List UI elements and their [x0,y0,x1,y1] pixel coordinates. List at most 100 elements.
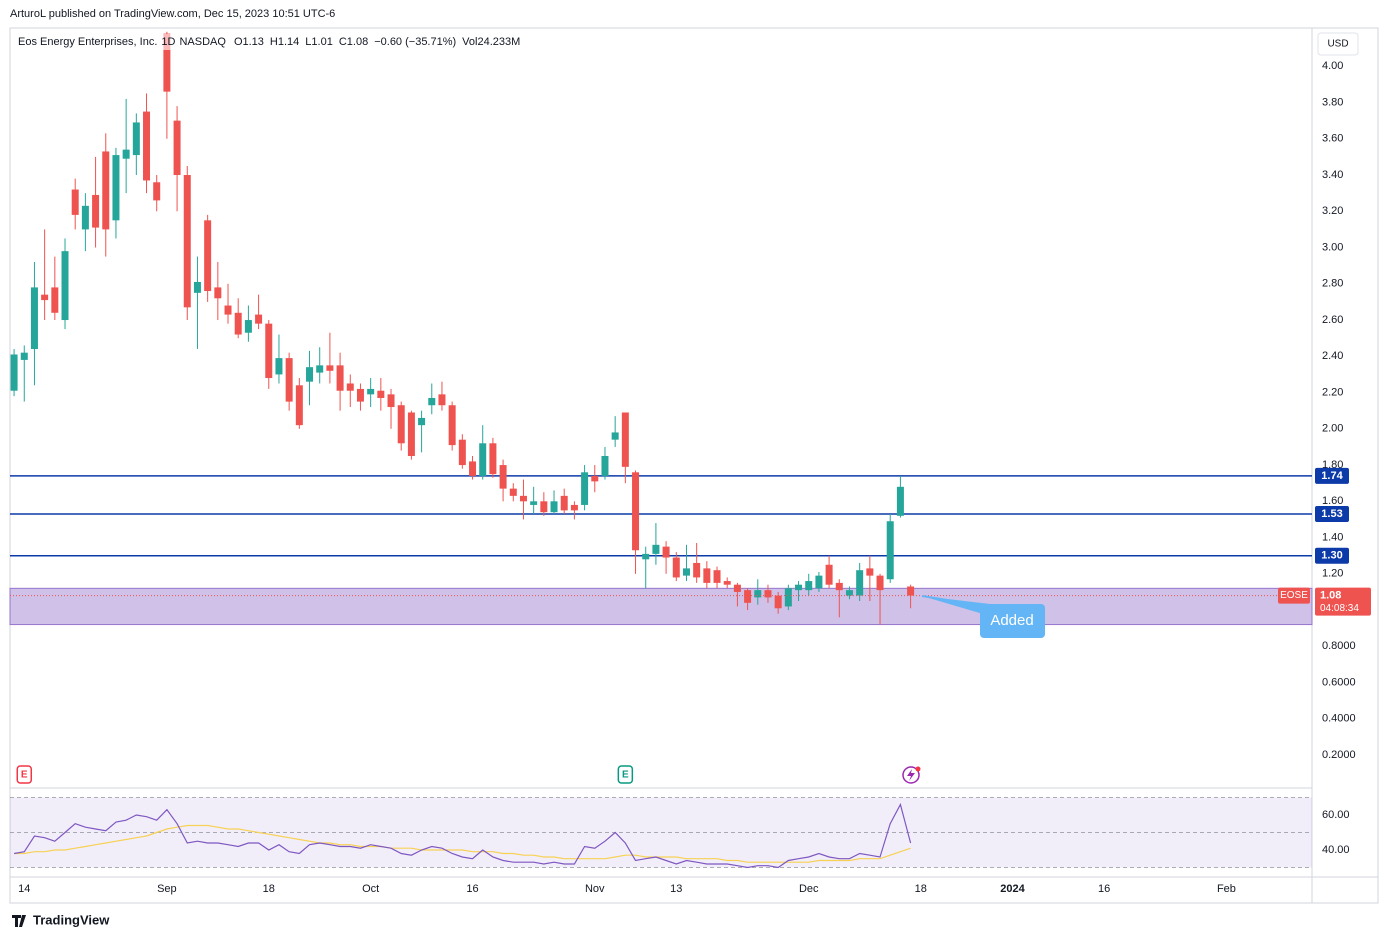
candle-body [835,582,843,591]
candle-body [632,472,640,551]
rsi-tick-label: 40.00 [1322,844,1350,856]
y-tick-label: 3.40 [1322,169,1343,181]
candle-body [102,151,110,230]
footer: TradingView [12,912,110,927]
candle-body [907,586,915,596]
close-value: 1.08 [347,36,368,48]
event-label: E [622,770,629,781]
x-tick-label: 16 [1098,883,1110,895]
x-tick-label: Sep [157,883,177,895]
candle-body [153,182,161,201]
candle-body [570,504,578,511]
candle-body [662,546,670,558]
candle-body [41,294,49,301]
x-tick-label: Nov [585,883,605,895]
candle-body [255,314,263,324]
x-tick-label: 18 [263,883,275,895]
price-label-box [1315,587,1371,616]
candle-body [744,590,752,603]
candle-body [30,287,38,350]
candle-body [132,122,140,156]
candle-body [418,417,426,426]
price-label: 1.08 [1320,589,1341,601]
header-bg [14,34,554,50]
candle-body [367,388,375,395]
event-icon [16,765,33,784]
candle-body [845,590,853,596]
candle-body [682,568,690,576]
candle-body [214,287,222,299]
annotation-box [980,604,1045,638]
candle-body [856,570,864,596]
y-tick-label: 0.6000 [1322,676,1356,688]
zone [9,587,1313,626]
candle-body [285,358,293,402]
level-label: 1.53 [1321,508,1342,520]
candle-body [336,365,344,391]
annotation-pointer [922,596,990,616]
candle-body [469,461,477,476]
y-tick-label: 1.60 [1322,495,1343,507]
candle-body [326,365,334,371]
candle-body [183,175,191,308]
annotation-text: Added [990,612,1033,629]
interval: 1D [161,36,175,48]
currency-box[interactable] [1317,32,1359,56]
candle-body [234,312,242,335]
candle-body [652,544,660,554]
candle-body [479,443,487,476]
change: −0.60 (−35.71%) [374,36,456,48]
candle-body [275,358,283,375]
candle-body [519,495,527,502]
candle-body [489,443,497,475]
candle-body [815,575,823,589]
header: Eos Energy Enterprises, Inc. 1D NASDAQ O1.1… [14,34,554,50]
rsi-line [13,802,912,869]
candle-body [601,455,609,476]
level-label: 1.30 [1321,550,1342,562]
y-tick-label: 4.00 [1322,60,1343,72]
candle-body [51,287,59,313]
candle-body [407,412,415,456]
candle-body [306,367,314,382]
ohlc-label: L [305,36,311,48]
candle-body [204,220,212,292]
candle-body [621,412,629,467]
x-tick-label: 14 [18,883,30,895]
candle-body [438,394,446,406]
y-tick-label: 1.20 [1322,568,1343,580]
frame [9,27,1379,904]
level-label: 1.74 [1321,470,1343,482]
y-tick-label: 2.00 [1322,423,1343,435]
x-tick-label: 18 [915,883,927,895]
event-label: E [21,770,28,781]
candle-body [550,501,558,513]
symbol: Eos Energy Enterprises, Inc. [18,36,157,48]
x-tick-label: 13 [670,883,682,895]
plot-layer: 4.00 3.80 3.60 3.40 3.20 3.00 2.80 2.60 2.40 2.20… [9,31,1356,895]
candle-body [896,486,904,516]
flash-icon [902,766,921,784]
candle-body [92,194,100,228]
flash-bolt [907,769,915,781]
x-tick-label: 2024 [1000,883,1025,895]
volume: Vol24.233M [462,36,520,48]
y-tick-label: 0.4000 [1322,713,1356,725]
x-tick-label: Dec [799,883,819,895]
candle-body [866,568,874,576]
candle-body [642,553,650,560]
y-tick-label: 2.80 [1322,278,1343,290]
candle-body [61,251,69,321]
candle-body [713,570,721,583]
y-tick-label: 3.80 [1322,96,1343,108]
candle-body [295,385,303,426]
candle-body [499,465,507,489]
rsi-tick-label: 60.00 [1322,809,1350,821]
low-value: 1.01 [311,36,332,48]
footer-text: TradingView [33,912,110,927]
candle-body [774,595,782,609]
ticker-box [1278,587,1310,604]
rsi-line [14,824,911,863]
